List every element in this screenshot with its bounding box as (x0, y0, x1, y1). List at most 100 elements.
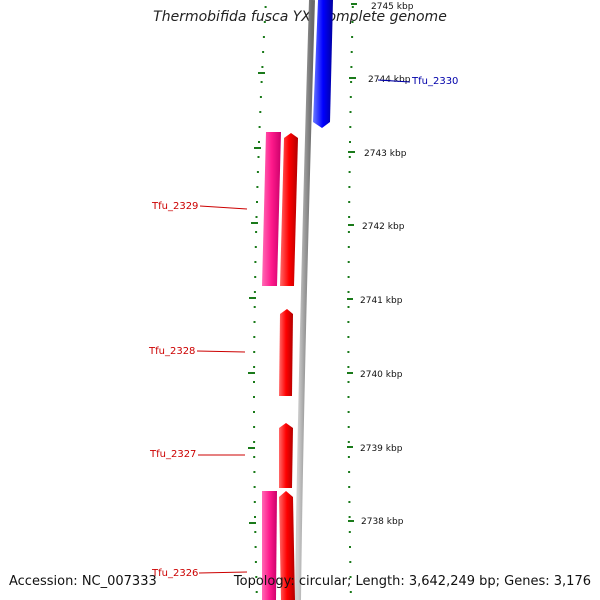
ring-dot (253, 411, 255, 413)
ring-dot (350, 81, 353, 83)
ring-dot (254, 261, 257, 263)
ring-dot (255, 216, 258, 218)
ring-dot (348, 216, 351, 218)
ring-dot (259, 96, 262, 98)
ring-dot (348, 486, 351, 488)
tick-2742: 2742 kbp (348, 222, 405, 232)
tick-label-2742: 2742 kbp (362, 222, 405, 232)
ring-dot (259, 111, 262, 113)
tick-2744: 2744 kbp (349, 75, 411, 85)
cds-tfu-2328-arrow[interactable] (279, 309, 293, 396)
ring-dot (253, 456, 256, 458)
tick-label-2738: 2738 kbp (361, 517, 404, 527)
label-tfu-2329[interactable]: Tfu_2329 (151, 201, 248, 212)
ring-dot (257, 156, 260, 158)
ring-dot (254, 546, 257, 548)
ring-dot (253, 441, 256, 443)
ring-dot (347, 276, 350, 278)
ring-dot (347, 291, 350, 293)
ring-dot (347, 351, 350, 353)
map-title: Thermobifida fusca YX, complete genome (153, 9, 447, 25)
ring-dot (253, 426, 256, 428)
ring-dot (349, 576, 352, 578)
ring-dot (349, 111, 352, 113)
tick-2740: 2740 kbp (347, 370, 403, 380)
ring-dot (348, 531, 351, 533)
tick-2739: 2739 kbp (347, 444, 403, 454)
ring-dot (253, 501, 256, 503)
ring-dot (348, 471, 351, 473)
ring-dot (253, 381, 255, 383)
ring-dot (349, 561, 352, 563)
gene-feature-tfu-2326[interactable] (262, 491, 277, 600)
ring-dot (347, 246, 350, 248)
ring-dot (347, 411, 350, 413)
topology-summary-text: Topology: circular; Length: 3,642,249 bp… (233, 574, 591, 589)
ring-dot (347, 381, 350, 383)
ring-dot (255, 591, 258, 593)
ring-dot (264, 6, 267, 8)
ring-dot (258, 141, 260, 143)
ring-dot (253, 336, 256, 338)
accession-text: Accession: NC_007333 (9, 574, 157, 589)
ring-dot (256, 186, 259, 188)
ring-dot (351, 21, 354, 23)
ring-dot (347, 231, 350, 233)
ring-dot (348, 501, 351, 503)
ring-dot (349, 546, 351, 548)
label-tfu-2328[interactable]: Tfu_2328 (148, 346, 246, 357)
ring-dot (347, 426, 350, 428)
tick-2741: 2741 kbp (347, 296, 403, 306)
ring-dot (253, 471, 256, 473)
ring-dot (348, 171, 351, 173)
gene-label-tfu-2328: Tfu_2328 (148, 346, 195, 357)
tick-2745: 2745 kbp (351, 2, 414, 12)
ring-dot (347, 456, 350, 458)
ring-dot (347, 366, 350, 368)
ring-dot (348, 156, 351, 158)
ring-dot (347, 336, 350, 338)
ring-dot (347, 261, 350, 263)
tick-label-2739: 2739 kbp (360, 444, 403, 454)
cds-tfu-2326-arrow[interactable] (279, 491, 295, 600)
gene-feature-tfu-2329[interactable] (262, 132, 281, 286)
tick-label-2741: 2741 kbp (360, 296, 403, 306)
ring-dot (349, 126, 352, 128)
tick-label-2745: 2745 kbp (371, 2, 414, 12)
inner-dotted-ring (253, 6, 267, 593)
ring-dot (349, 591, 352, 593)
ring-dot (254, 561, 257, 563)
ring-dot (254, 531, 257, 533)
ring-dot (347, 396, 350, 398)
ring-dot (349, 96, 352, 98)
ring-dot (263, 21, 266, 23)
ring-dot (348, 516, 351, 518)
ring-dot (351, 36, 354, 38)
ring-dot (253, 351, 256, 353)
label-tfu-2326[interactable]: Tfu_2326 (151, 568, 248, 579)
label-tfu-2327[interactable]: Tfu_2327 (149, 449, 245, 460)
cds-tfu-2327-arrow[interactable] (279, 423, 293, 488)
ring-dot (253, 366, 256, 368)
ring-dot (254, 516, 256, 518)
tick-label-2743: 2743 kbp (364, 149, 407, 159)
gene-label-tfu-2329: Tfu_2329 (151, 201, 198, 212)
ring-dot (350, 51, 353, 53)
genome-backbone (295, 0, 315, 600)
ring-dot (347, 321, 350, 323)
gene-label-tfu-2330: Tfu_2330 (411, 76, 458, 87)
tick-label-2744: 2744 kbp (368, 75, 411, 85)
ring-dot (258, 126, 261, 128)
label-tfu-2330[interactable]: Tfu_2330 (377, 76, 458, 87)
gene-tfu-2330-arrow[interactable] (313, 0, 333, 128)
ring-dot (261, 66, 264, 68)
ring-dot (347, 306, 350, 308)
cds-tfu-2329-arrow[interactable] (280, 133, 298, 286)
ring-dot (254, 246, 257, 248)
ring-dot (260, 81, 263, 83)
gene-label-tfu-2327: Tfu_2327 (149, 449, 196, 460)
tick-2738: 2738 kbp (348, 517, 404, 527)
ring-dot (256, 171, 259, 173)
ring-dot (349, 141, 351, 143)
